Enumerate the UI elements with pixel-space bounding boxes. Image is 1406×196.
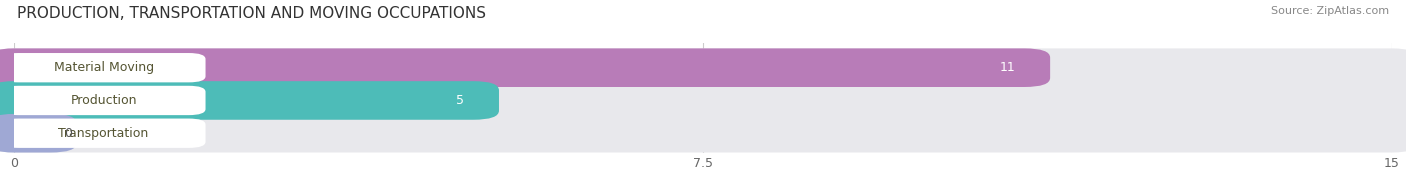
FancyBboxPatch shape: [0, 81, 1406, 120]
FancyBboxPatch shape: [0, 81, 499, 120]
FancyBboxPatch shape: [0, 48, 1050, 87]
FancyBboxPatch shape: [0, 114, 1406, 152]
Text: Source: ZipAtlas.com: Source: ZipAtlas.com: [1271, 6, 1389, 16]
FancyBboxPatch shape: [1, 86, 205, 115]
Text: Production: Production: [70, 94, 136, 107]
Text: 11: 11: [1000, 61, 1015, 74]
FancyBboxPatch shape: [1, 119, 205, 148]
Text: 0: 0: [65, 127, 73, 140]
Text: 5: 5: [456, 94, 464, 107]
Text: Material Moving: Material Moving: [53, 61, 153, 74]
Text: PRODUCTION, TRANSPORTATION AND MOVING OCCUPATIONS: PRODUCTION, TRANSPORTATION AND MOVING OC…: [17, 6, 486, 21]
Text: Transportation: Transportation: [59, 127, 149, 140]
FancyBboxPatch shape: [1, 53, 205, 82]
FancyBboxPatch shape: [0, 48, 1406, 87]
FancyBboxPatch shape: [0, 114, 76, 152]
